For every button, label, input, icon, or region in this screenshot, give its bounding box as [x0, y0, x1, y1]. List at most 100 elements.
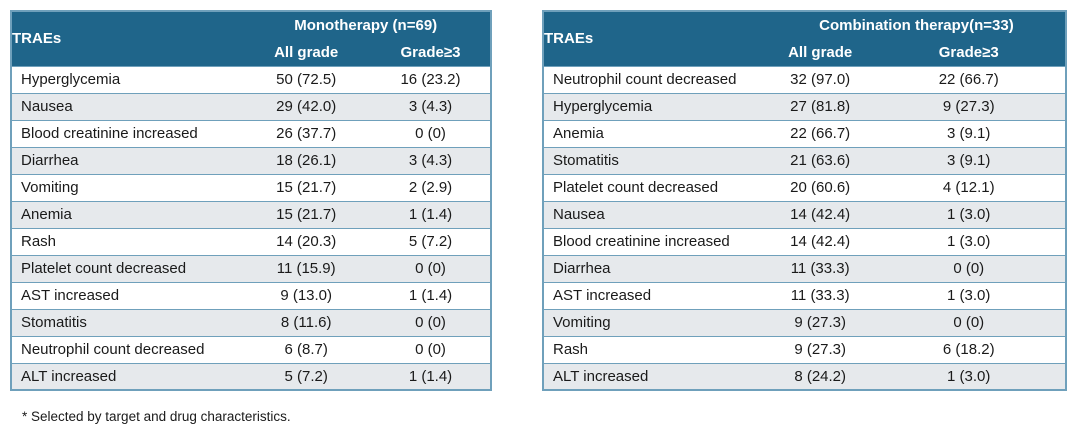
grade3-value: 0 (0): [370, 119, 491, 148]
table-row: Blood creatinine increased 26 (37.7) 0 (0): [11, 119, 491, 148]
combination-traes-table: TRAEs Combination therapy(n=33) All grad…: [542, 10, 1067, 391]
grade3-value: 6 (18.2): [872, 335, 1066, 364]
all-grade-value: 9 (27.3): [767, 335, 873, 364]
grade3-value: 1 (3.0): [872, 227, 1066, 256]
grade3-value: 0 (0): [872, 254, 1066, 283]
all-grade-value: 14 (42.4): [767, 200, 873, 229]
table-row: Vomiting 15 (21.7) 2 (2.9): [11, 173, 491, 202]
all-grade-value: 20 (60.6): [767, 173, 873, 202]
table-row: Stomatitis 8 (11.6) 0 (0): [11, 308, 491, 337]
trae-label: Rash: [543, 335, 768, 364]
grade3-value: 4 (12.1): [872, 173, 1066, 202]
all-grade-value: 29 (42.0): [241, 92, 371, 121]
trae-label: Stomatitis: [543, 146, 768, 175]
all-grade-value: 32 (97.0): [767, 65, 873, 94]
all-grade-value: 50 (72.5): [241, 65, 371, 94]
grade3-value: 0 (0): [370, 335, 491, 364]
all-grade-value: 15 (21.7): [241, 200, 371, 229]
table-row: Anemia 22 (66.7) 3 (9.1): [543, 119, 1066, 148]
trae-label: ALT increased: [543, 362, 768, 391]
table-row: AST increased 9 (13.0) 1 (1.4): [11, 281, 491, 310]
monotherapy-traes-table: TRAEs Monotherapy (n=69) All grade Grade…: [10, 10, 492, 391]
trae-label: Neutrophil count decreased: [11, 335, 242, 364]
table-row: Anemia 15 (21.7) 1 (1.4): [11, 200, 491, 229]
table-row: Neutrophil count decreased 32 (97.0) 22 (6…: [543, 65, 1066, 94]
all-grade-value: 11 (15.9): [241, 254, 371, 283]
grade3-value: 1 (1.4): [370, 281, 491, 310]
grade3-value: 0 (0): [872, 308, 1066, 337]
all-grade-column-header: All grade: [767, 39, 873, 66]
grade3-value: 0 (0): [370, 254, 491, 283]
table-row: Platelet count decreased 11 (15.9) 0 (0): [11, 254, 491, 283]
table-row: Rash 9 (27.3) 6 (18.2): [543, 335, 1066, 364]
monotherapy-table-body: Hyperglycemia 50 (72.5) 16 (23.2) Nausea 29 …: [11, 65, 491, 391]
trae-label: AST increased: [543, 281, 768, 310]
trae-label: AST increased: [11, 281, 242, 310]
grade3-value: 9 (27.3): [872, 92, 1066, 121]
trae-label: Nausea: [543, 200, 768, 229]
traes-corner-header: TRAEs: [11, 11, 242, 66]
table-row: ALT increased 8 (24.2) 1 (3.0): [543, 362, 1066, 391]
trae-label: Neutrophil count decreased: [543, 65, 768, 94]
grade3-column-header: Grade≥3: [872, 39, 1066, 66]
table-row: Hyperglycemia 50 (72.5) 16 (23.2): [11, 65, 491, 94]
trae-label: Rash: [11, 227, 242, 256]
all-grade-value: 9 (13.0): [241, 281, 371, 310]
all-grade-value: 11 (33.3): [767, 281, 873, 310]
all-grade-value: 8 (24.2): [767, 362, 873, 391]
all-grade-value: 5 (7.2): [241, 362, 371, 391]
grade3-value: 5 (7.2): [370, 227, 491, 256]
grade3-value: 16 (23.2): [370, 65, 491, 94]
grade3-value: 3 (4.3): [370, 146, 491, 175]
grade3-value: 1 (3.0): [872, 362, 1066, 391]
table-row: Platelet count decreased 20 (60.6) 4 (12.1…: [543, 173, 1066, 202]
trae-label: Vomiting: [543, 308, 768, 337]
grade3-value: 3 (9.1): [872, 146, 1066, 175]
table-row: AST increased 11 (33.3) 1 (3.0): [543, 281, 1066, 310]
trae-label: Diarrhea: [543, 254, 768, 283]
table-row: Nausea 29 (42.0) 3 (4.3): [11, 92, 491, 121]
trae-label: Platelet count decreased: [11, 254, 242, 283]
trae-label: Hyperglycemia: [543, 92, 768, 121]
all-grade-value: 11 (33.3): [767, 254, 873, 283]
all-grade-value: 22 (66.7): [767, 119, 873, 148]
all-grade-value: 27 (81.8): [767, 92, 873, 121]
monotherapy-group-header: Monotherapy (n=69): [241, 11, 491, 39]
grade3-column-header: Grade≥3: [370, 39, 491, 66]
table-row: Hyperglycemia 27 (81.8) 9 (27.3): [543, 92, 1066, 121]
trae-label: Blood creatinine increased: [11, 119, 242, 148]
grade3-value: 1 (3.0): [872, 281, 1066, 310]
table-row: ALT increased 5 (7.2) 1 (1.4): [11, 362, 491, 391]
table-row: Blood creatinine increased 14 (42.4) 1 (3.…: [543, 227, 1066, 256]
all-grade-value: 9 (27.3): [767, 308, 873, 337]
trae-label: Platelet count decreased: [543, 173, 768, 202]
trae-label: Hyperglycemia: [11, 65, 242, 94]
all-grade-value: 14 (42.4): [767, 227, 873, 256]
trae-label: Nausea: [11, 92, 242, 121]
table-row: Stomatitis 21 (63.6) 3 (9.1): [543, 146, 1066, 175]
table-row: Diarrhea 18 (26.1) 3 (4.3): [11, 146, 491, 175]
table-row: Nausea 14 (42.4) 1 (3.0): [543, 200, 1066, 229]
all-grade-value: 14 (20.3): [241, 227, 371, 256]
grade3-value: 3 (9.1): [872, 119, 1066, 148]
grade3-value: 2 (2.9): [370, 173, 491, 202]
traes-corner-header: TRAEs: [543, 11, 768, 66]
grade3-value: 22 (66.7): [872, 65, 1066, 94]
trae-label: Stomatitis: [11, 308, 242, 337]
trae-label: ALT increased: [11, 362, 242, 391]
all-grade-value: 21 (63.6): [767, 146, 873, 175]
all-grade-column-header: All grade: [241, 39, 371, 66]
footnote: * Selected by target and drug characteri…: [22, 409, 291, 424]
trae-label: Blood creatinine increased: [543, 227, 768, 256]
table-row: Rash 14 (20.3) 5 (7.2): [11, 227, 491, 256]
combination-table-header: TRAEs Combination therapy(n=33) All grad…: [543, 11, 1066, 66]
all-grade-value: 26 (37.7): [241, 119, 371, 148]
table-row: Neutrophil count decreased 6 (8.7) 0 (0): [11, 335, 491, 364]
all-grade-value: 18 (26.1): [241, 146, 371, 175]
grade3-value: 1 (3.0): [872, 200, 1066, 229]
monotherapy-table-header: TRAEs Monotherapy (n=69) All grade Grade…: [11, 11, 491, 66]
grade3-value: 1 (1.4): [370, 200, 491, 229]
grade3-value: 0 (0): [370, 308, 491, 337]
combination-table-body: Neutrophil count decreased 32 (97.0) 22 (6…: [543, 65, 1066, 391]
